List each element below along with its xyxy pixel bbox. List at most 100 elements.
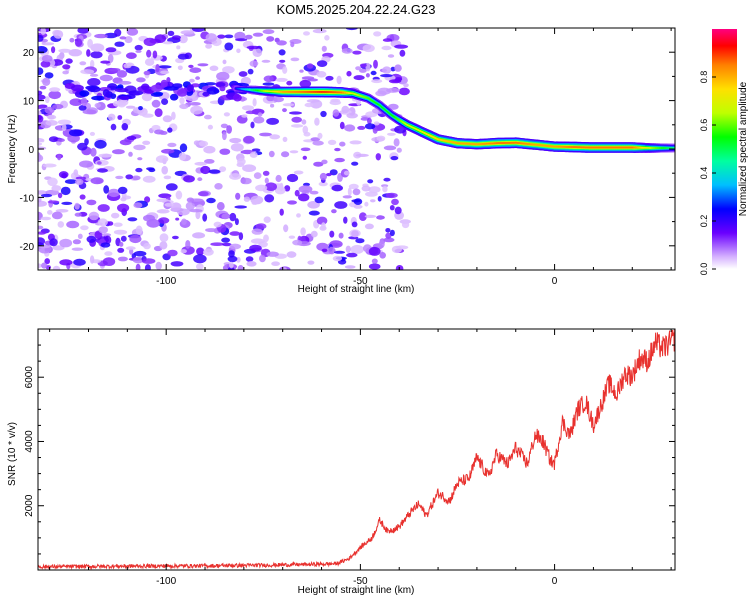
noise-blob: [47, 114, 57, 120]
noise-blob: [208, 169, 221, 174]
noise-blob: [40, 28, 46, 35]
noise-blob: [183, 175, 195, 183]
noise-blob: [185, 201, 195, 211]
noise-blob: [186, 84, 194, 92]
noise-blob: [94, 33, 108, 39]
noise-blob: [331, 209, 337, 214]
noise-blob: [290, 57, 300, 62]
noise-blob: [353, 204, 363, 209]
noise-blob: [270, 103, 275, 108]
noise-blob: [249, 244, 262, 252]
noise-blob: [126, 135, 137, 141]
noise-blob: [113, 222, 123, 227]
x-tick-label: -100: [156, 276, 176, 287]
noise-blob: [360, 117, 370, 121]
x-tick-label: 0: [552, 576, 558, 587]
noise-blob: [316, 71, 327, 78]
noise-blob: [334, 147, 341, 152]
noise-blob: [334, 157, 345, 163]
noise-blob: [332, 109, 340, 117]
noise-blob: [125, 246, 136, 251]
noise-blob: [179, 97, 185, 105]
noise-blob: [57, 192, 63, 199]
colorbar-tick-label: 0.8: [699, 71, 709, 84]
noise-blob: [156, 198, 169, 203]
noise-blob: [371, 258, 378, 264]
noise-blob: [171, 35, 181, 40]
noise-blob: [262, 29, 275, 35]
noise-blob: [38, 115, 44, 123]
noise-blob: [217, 34, 226, 39]
y-tick-label: 6000: [24, 366, 35, 389]
noise-blob: [359, 212, 367, 222]
noise-blob: [393, 138, 400, 147]
signal-trace: [233, 85, 675, 153]
noise-blob: [316, 216, 328, 225]
noise-blob: [353, 198, 363, 206]
noise-blob: [286, 80, 293, 86]
noise-blob: [61, 201, 73, 205]
noise-blob: [252, 48, 263, 57]
noise-blob: [75, 176, 87, 180]
noise-blob: [41, 42, 55, 46]
noise-blob: [161, 165, 168, 175]
noise-blob: [142, 113, 154, 118]
noise-blob: [329, 169, 338, 176]
noise-blob: [55, 209, 69, 213]
noise-blob: [135, 225, 143, 235]
noise-blob: [89, 255, 95, 264]
noise-blob: [313, 161, 324, 167]
noise-blob: [77, 233, 83, 239]
noise-blob: [57, 119, 72, 125]
noise-blob: [321, 45, 327, 52]
noise-blob: [119, 98, 129, 106]
noise-blob: [253, 172, 262, 180]
noise-blob: [186, 197, 195, 203]
noise-blob: [376, 215, 385, 220]
noise-blob: [40, 193, 53, 198]
noise-blob: [48, 90, 61, 100]
noise-blob: [230, 143, 244, 152]
noise-blob: [176, 45, 181, 50]
noise-blob: [299, 69, 304, 73]
noise-blob: [112, 149, 125, 155]
y-tick-label: 2000: [24, 494, 35, 517]
noise-blob: [205, 33, 217, 43]
noise-blob: [383, 177, 391, 182]
noise-blob: [307, 260, 315, 265]
noise-blob: [242, 164, 257, 172]
noise-blob: [189, 209, 203, 213]
noise-blob: [220, 123, 228, 129]
noise-blob: [180, 30, 195, 35]
noise-blob: [355, 238, 365, 244]
noise-blob: [177, 53, 189, 60]
noise-blob: [44, 72, 54, 79]
noise-blob: [389, 229, 395, 237]
noise-blob: [90, 59, 95, 69]
noise-blob: [72, 239, 81, 245]
noise-blob: [302, 155, 307, 160]
noise-blob: [112, 100, 122, 107]
noise-blob: [115, 175, 124, 180]
noise-blob: [58, 171, 69, 179]
noise-blob: [391, 245, 402, 254]
noise-blob: [193, 140, 200, 146]
noise-blob: [235, 192, 241, 200]
noise-blob: [228, 250, 235, 258]
noise-blob: [57, 153, 62, 161]
noise-blob: [39, 85, 47, 90]
noise-blob: [82, 109, 97, 115]
snr-y-axis-label: SNR (10 * v/v): [7, 422, 18, 486]
noise-blob: [377, 196, 382, 202]
noise-blob: [79, 160, 93, 168]
noise-blob: [38, 110, 42, 116]
noise-blob: [117, 186, 128, 194]
noise-blob: [137, 157, 143, 161]
noise-blob: [238, 71, 248, 77]
noise-blob: [380, 74, 393, 78]
x-tick-label: 0: [552, 276, 558, 287]
noise-blob: [263, 234, 269, 243]
noise-blob: [180, 249, 187, 254]
noise-blob: [347, 187, 352, 196]
noise-blob: [302, 125, 309, 134]
